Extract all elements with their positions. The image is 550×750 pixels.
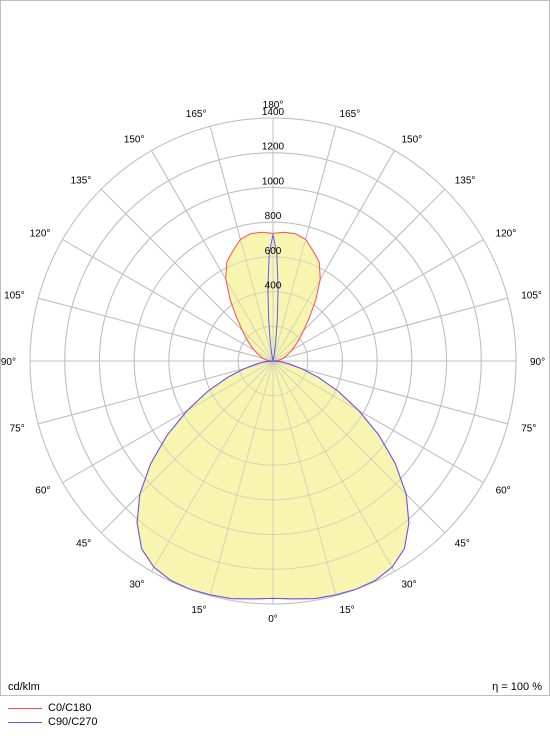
efficiency-label: η = 100 % [492, 681, 542, 693]
svg-text:165°: 165° [186, 109, 207, 120]
unit-label: cd/klm [8, 681, 40, 693]
legend-item: C0/C180 [8, 702, 98, 714]
svg-text:45°: 45° [455, 539, 470, 550]
legend-label: C90/C270 [48, 716, 98, 728]
legend: C0/C180 C90/C270 [8, 702, 98, 730]
svg-text:0°: 0° [268, 614, 278, 625]
svg-text:120°: 120° [496, 229, 517, 240]
svg-text:15°: 15° [191, 605, 206, 616]
legend-item: C90/C270 [8, 716, 98, 728]
svg-text:800: 800 [265, 211, 282, 222]
svg-text:150°: 150° [124, 134, 145, 145]
svg-text:75°: 75° [10, 424, 25, 435]
svg-text:120°: 120° [30, 229, 51, 240]
svg-text:15°: 15° [340, 605, 355, 616]
chart-svg: 400600800100012001400150°165°180°165°150… [0, 0, 550, 696]
svg-text:165°: 165° [340, 109, 361, 120]
svg-text:600: 600 [265, 246, 282, 257]
svg-text:60°: 60° [496, 486, 511, 497]
svg-text:75°: 75° [521, 424, 536, 435]
polar-chart: 400600800100012001400150°165°180°165°150… [0, 0, 550, 696]
svg-text:60°: 60° [35, 486, 50, 497]
svg-text:105°: 105° [4, 290, 25, 301]
svg-text:30°: 30° [402, 580, 417, 591]
svg-text:135°: 135° [71, 175, 92, 186]
svg-text:180°: 180° [263, 100, 284, 111]
svg-text:90°: 90° [1, 357, 16, 368]
svg-text:150°: 150° [402, 134, 423, 145]
svg-text:1000: 1000 [262, 176, 285, 187]
legend-swatch [8, 722, 42, 723]
legend-swatch [8, 708, 42, 709]
svg-text:400: 400 [265, 281, 282, 292]
svg-text:1200: 1200 [262, 142, 285, 153]
svg-text:90°: 90° [530, 357, 545, 368]
svg-text:30°: 30° [129, 580, 144, 591]
svg-text:45°: 45° [76, 539, 91, 550]
svg-text:105°: 105° [521, 290, 542, 301]
legend-label: C0/C180 [48, 702, 91, 714]
svg-text:135°: 135° [455, 175, 476, 186]
